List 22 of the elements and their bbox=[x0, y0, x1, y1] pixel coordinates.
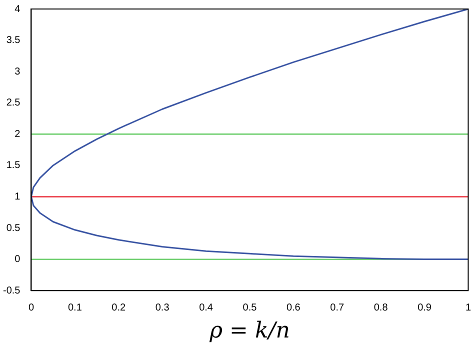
y-tick-label: 1.5 bbox=[6, 160, 21, 172]
x-tick-label: 0.5 bbox=[242, 302, 258, 314]
y-tick-label: 0.5 bbox=[6, 222, 21, 234]
x-tick-label: 0.2 bbox=[112, 302, 126, 314]
x-tick-label: 0.4 bbox=[199, 302, 214, 314]
x-tick-label: 0 bbox=[28, 302, 34, 314]
x-tick-label: 0.9 bbox=[418, 302, 432, 314]
x-tick-label: 0.6 bbox=[286, 302, 301, 314]
x-tick-label: 0.3 bbox=[155, 302, 170, 314]
y-tick-label: 3 bbox=[14, 66, 21, 78]
x-tick-label: 0.1 bbox=[68, 302, 82, 314]
y-tick-label: -0.5 bbox=[2, 285, 21, 296]
y-tick-label: 4 bbox=[14, 4, 21, 15]
y-tick-label: 1 bbox=[14, 191, 21, 202]
y-tick-label: 3.5 bbox=[6, 35, 21, 46]
x-tick-label: 1 bbox=[465, 302, 472, 314]
y-tick-label: 2.5 bbox=[6, 98, 21, 109]
x-axis-title: ρ = k/n bbox=[208, 318, 290, 344]
x-tick-label: 0.8 bbox=[374, 302, 388, 314]
y-tick-label: 0 bbox=[14, 254, 21, 266]
x-tick-label: 0.7 bbox=[330, 302, 345, 314]
y-tick-label: 2 bbox=[14, 128, 21, 140]
